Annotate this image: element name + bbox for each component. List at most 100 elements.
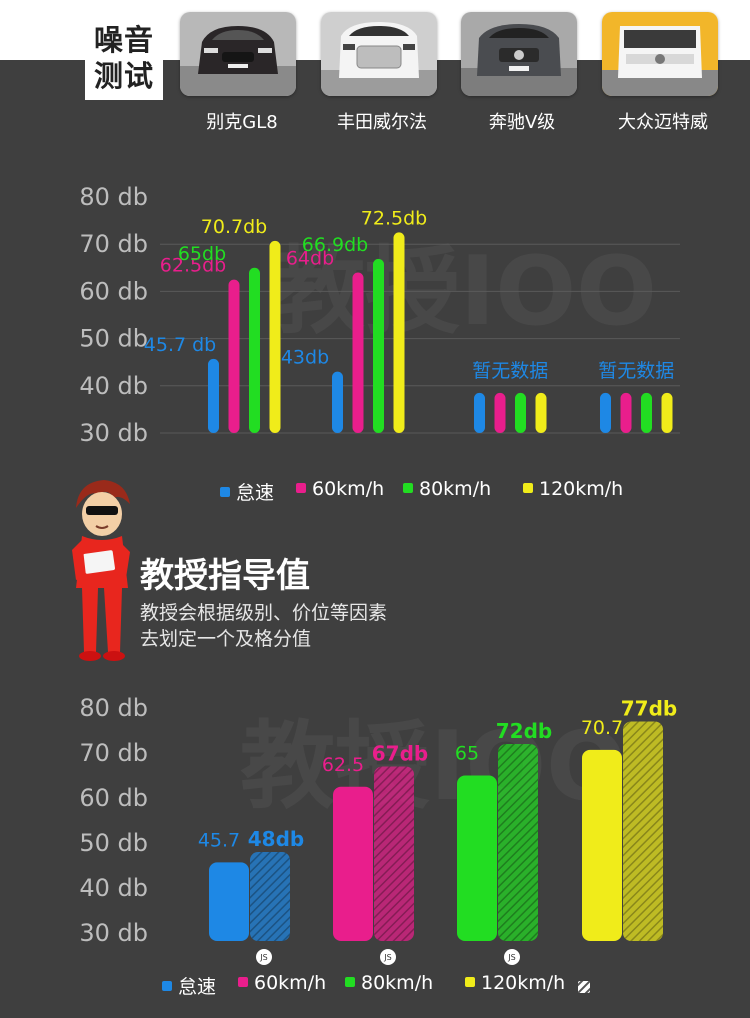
noise-test-chart-svg: 80 db 70 db 60 db 50 db 40 db 30 db 45.7 db 62.… xyxy=(79,183,680,447)
legend-swatch xyxy=(345,977,355,987)
measured-bar xyxy=(582,749,622,941)
y-tick-label: 70 db xyxy=(79,230,148,258)
legend-label: 80km/h xyxy=(419,478,492,500)
guide-bar-hatch xyxy=(250,852,290,941)
car-name-1: 别克GL8 xyxy=(206,112,278,133)
measured-bar xyxy=(333,786,373,941)
guide-bar-hatch xyxy=(498,744,538,941)
y-tick-label: 80 db xyxy=(79,183,148,211)
guide-bar-hatch xyxy=(374,766,414,941)
guide-bar-hatch xyxy=(623,721,663,941)
car-name-4: 大众迈特威 xyxy=(618,112,708,133)
bar xyxy=(515,392,526,433)
data-label: 65db xyxy=(178,243,226,265)
legend-item-idle: 怠速 xyxy=(220,478,274,505)
car-photo-toyota-alphard xyxy=(321,12,437,96)
data-label: 70.7db xyxy=(201,216,267,238)
legend-label: 怠速 xyxy=(178,976,217,998)
data-label: 43db xyxy=(281,347,329,369)
legend-swatch xyxy=(238,977,248,987)
bar xyxy=(228,279,240,433)
watermark-top: 教授IOO xyxy=(270,237,657,347)
bar xyxy=(494,392,506,433)
data-label: 72.5db xyxy=(361,207,427,229)
y-tick-label: 70 db xyxy=(79,739,148,767)
data-label: 62.5db xyxy=(160,255,226,277)
legend-item-80: 80km/h xyxy=(403,478,491,500)
js-badge-label: JS xyxy=(507,953,515,962)
car-name-3: 奔驰V级 xyxy=(488,112,556,133)
js-badge xyxy=(504,949,520,965)
watermark-bottom: 教授IOO xyxy=(240,712,627,822)
y-tick-label: 50 db xyxy=(79,325,148,353)
data-label: 45.7 db xyxy=(144,334,216,356)
legend-swatch xyxy=(465,977,475,987)
bar xyxy=(269,240,281,433)
bar xyxy=(249,267,260,433)
bar xyxy=(474,392,485,433)
bar xyxy=(535,392,547,433)
measured-value-label: 65 xyxy=(455,743,479,765)
legend2-item-60: 60km/h xyxy=(238,972,326,994)
no-data-label: 暂无数据 xyxy=(598,360,674,382)
guide-value-label: 77db xyxy=(621,697,677,721)
bar xyxy=(620,392,632,433)
bar xyxy=(373,258,384,433)
bar xyxy=(352,272,364,433)
car-photo-buick-gl8 xyxy=(180,12,296,96)
legend2-hatch-swatch xyxy=(573,976,595,998)
measured-bar xyxy=(209,862,249,941)
car-name-2: 丰田威尔法 xyxy=(337,112,427,133)
y-tick-label: 30 db xyxy=(79,919,148,947)
noise-test-chart: 80 db 70 db 60 db 50 db 40 db 30 db 45.7 db 62.… xyxy=(0,0,750,460)
legend-label: 120km/h xyxy=(539,478,624,500)
legend-label: 60km/h xyxy=(312,478,385,500)
legend-item-60: 60km/h xyxy=(296,478,384,500)
legend-swatch xyxy=(403,483,413,493)
js-badge-label: JS xyxy=(259,953,267,962)
legend2-item-idle: 怠速 xyxy=(162,972,216,999)
guide-desc-line-2: 去划定一个及格分值 xyxy=(140,628,312,650)
bar xyxy=(208,358,219,433)
legend-label: 60km/h xyxy=(254,972,327,994)
legend2-item-80: 80km/h xyxy=(345,972,433,994)
data-label: 66.9db xyxy=(302,234,368,256)
professor-mascot-icon xyxy=(68,478,134,666)
guide-value-chart: 80 db 70 db 60 db 50 db 40 db 30 db 45.7 48db JS… xyxy=(0,680,750,970)
bar xyxy=(600,392,611,433)
measured-value-label: 70.7 xyxy=(581,717,623,739)
guide-value-description: 教授会根据级别、价位等因素 去划定一个及格分值 xyxy=(140,600,560,652)
guide-desc-line-1: 教授会根据级别、价位等因素 xyxy=(140,602,388,624)
title-line-1: 噪音 xyxy=(93,23,154,57)
guide-value-label: 48db xyxy=(248,827,304,851)
y-tick-label: 60 db xyxy=(79,277,148,305)
data-label: 64db xyxy=(286,248,334,270)
y-tick-label: 40 db xyxy=(79,874,148,902)
bar xyxy=(393,232,405,433)
guide-value-label: 67db xyxy=(372,742,428,766)
measured-value-label: 45.7 xyxy=(198,829,240,851)
legend2-item-120: 120km/h xyxy=(465,972,565,994)
y-tick-label: 80 db xyxy=(79,694,148,722)
legend-swatch xyxy=(296,483,306,493)
measured-bar xyxy=(457,775,497,941)
bar xyxy=(641,392,652,433)
legend-label: 怠速 xyxy=(236,482,275,504)
js-badge xyxy=(256,949,272,965)
y-tick-label: 50 db xyxy=(79,829,148,857)
car-photo-vw-multivan xyxy=(602,12,718,96)
title-line-2: 测试 xyxy=(93,59,154,93)
bar xyxy=(661,392,673,433)
no-data-label: 暂无数据 xyxy=(472,360,548,382)
guide-value-chart-svg: 80 db 70 db 60 db 50 db 40 db 30 db 45.7 48db JS… xyxy=(79,694,677,965)
legend-item-120: 120km/h xyxy=(523,478,623,500)
bar xyxy=(332,371,343,433)
y-tick-label: 30 db xyxy=(79,419,148,447)
guide-value-title: 教授指导值 xyxy=(140,556,310,596)
js-badge xyxy=(380,949,396,965)
title-box: 噪音 测试 xyxy=(85,22,163,100)
legend-label: 120km/h xyxy=(481,972,566,994)
car-photo-mercedes-v-class xyxy=(461,12,577,96)
legend-swatch xyxy=(220,487,230,497)
y-tick-label: 40 db xyxy=(79,372,148,400)
